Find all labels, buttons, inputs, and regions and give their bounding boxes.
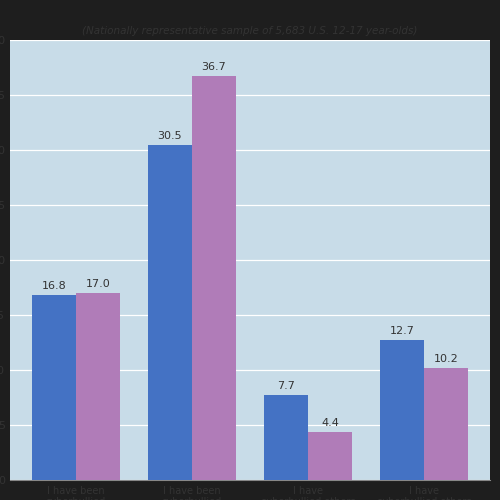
Bar: [148, 144, 192, 480]
Bar: [264, 396, 308, 480]
Text: 4.4: 4.4: [321, 418, 339, 428]
Text: 12.7: 12.7: [390, 326, 414, 336]
Title: (Nationally representative sample of 5,683 U.S. 12-17 year-olds): (Nationally representative sample of 5,6…: [82, 26, 417, 36]
Text: 36.7: 36.7: [202, 62, 226, 72]
Text: 7.7: 7.7: [277, 382, 295, 392]
Text: 30.5: 30.5: [158, 130, 182, 140]
Bar: [76, 293, 120, 480]
Bar: [424, 368, 468, 480]
Text: 10.2: 10.2: [434, 354, 458, 364]
Bar: [192, 76, 236, 480]
Bar: [32, 295, 76, 480]
Text: 16.8: 16.8: [42, 282, 66, 292]
Bar: [380, 340, 424, 480]
Bar: [308, 432, 352, 480]
Text: 17.0: 17.0: [86, 279, 110, 289]
